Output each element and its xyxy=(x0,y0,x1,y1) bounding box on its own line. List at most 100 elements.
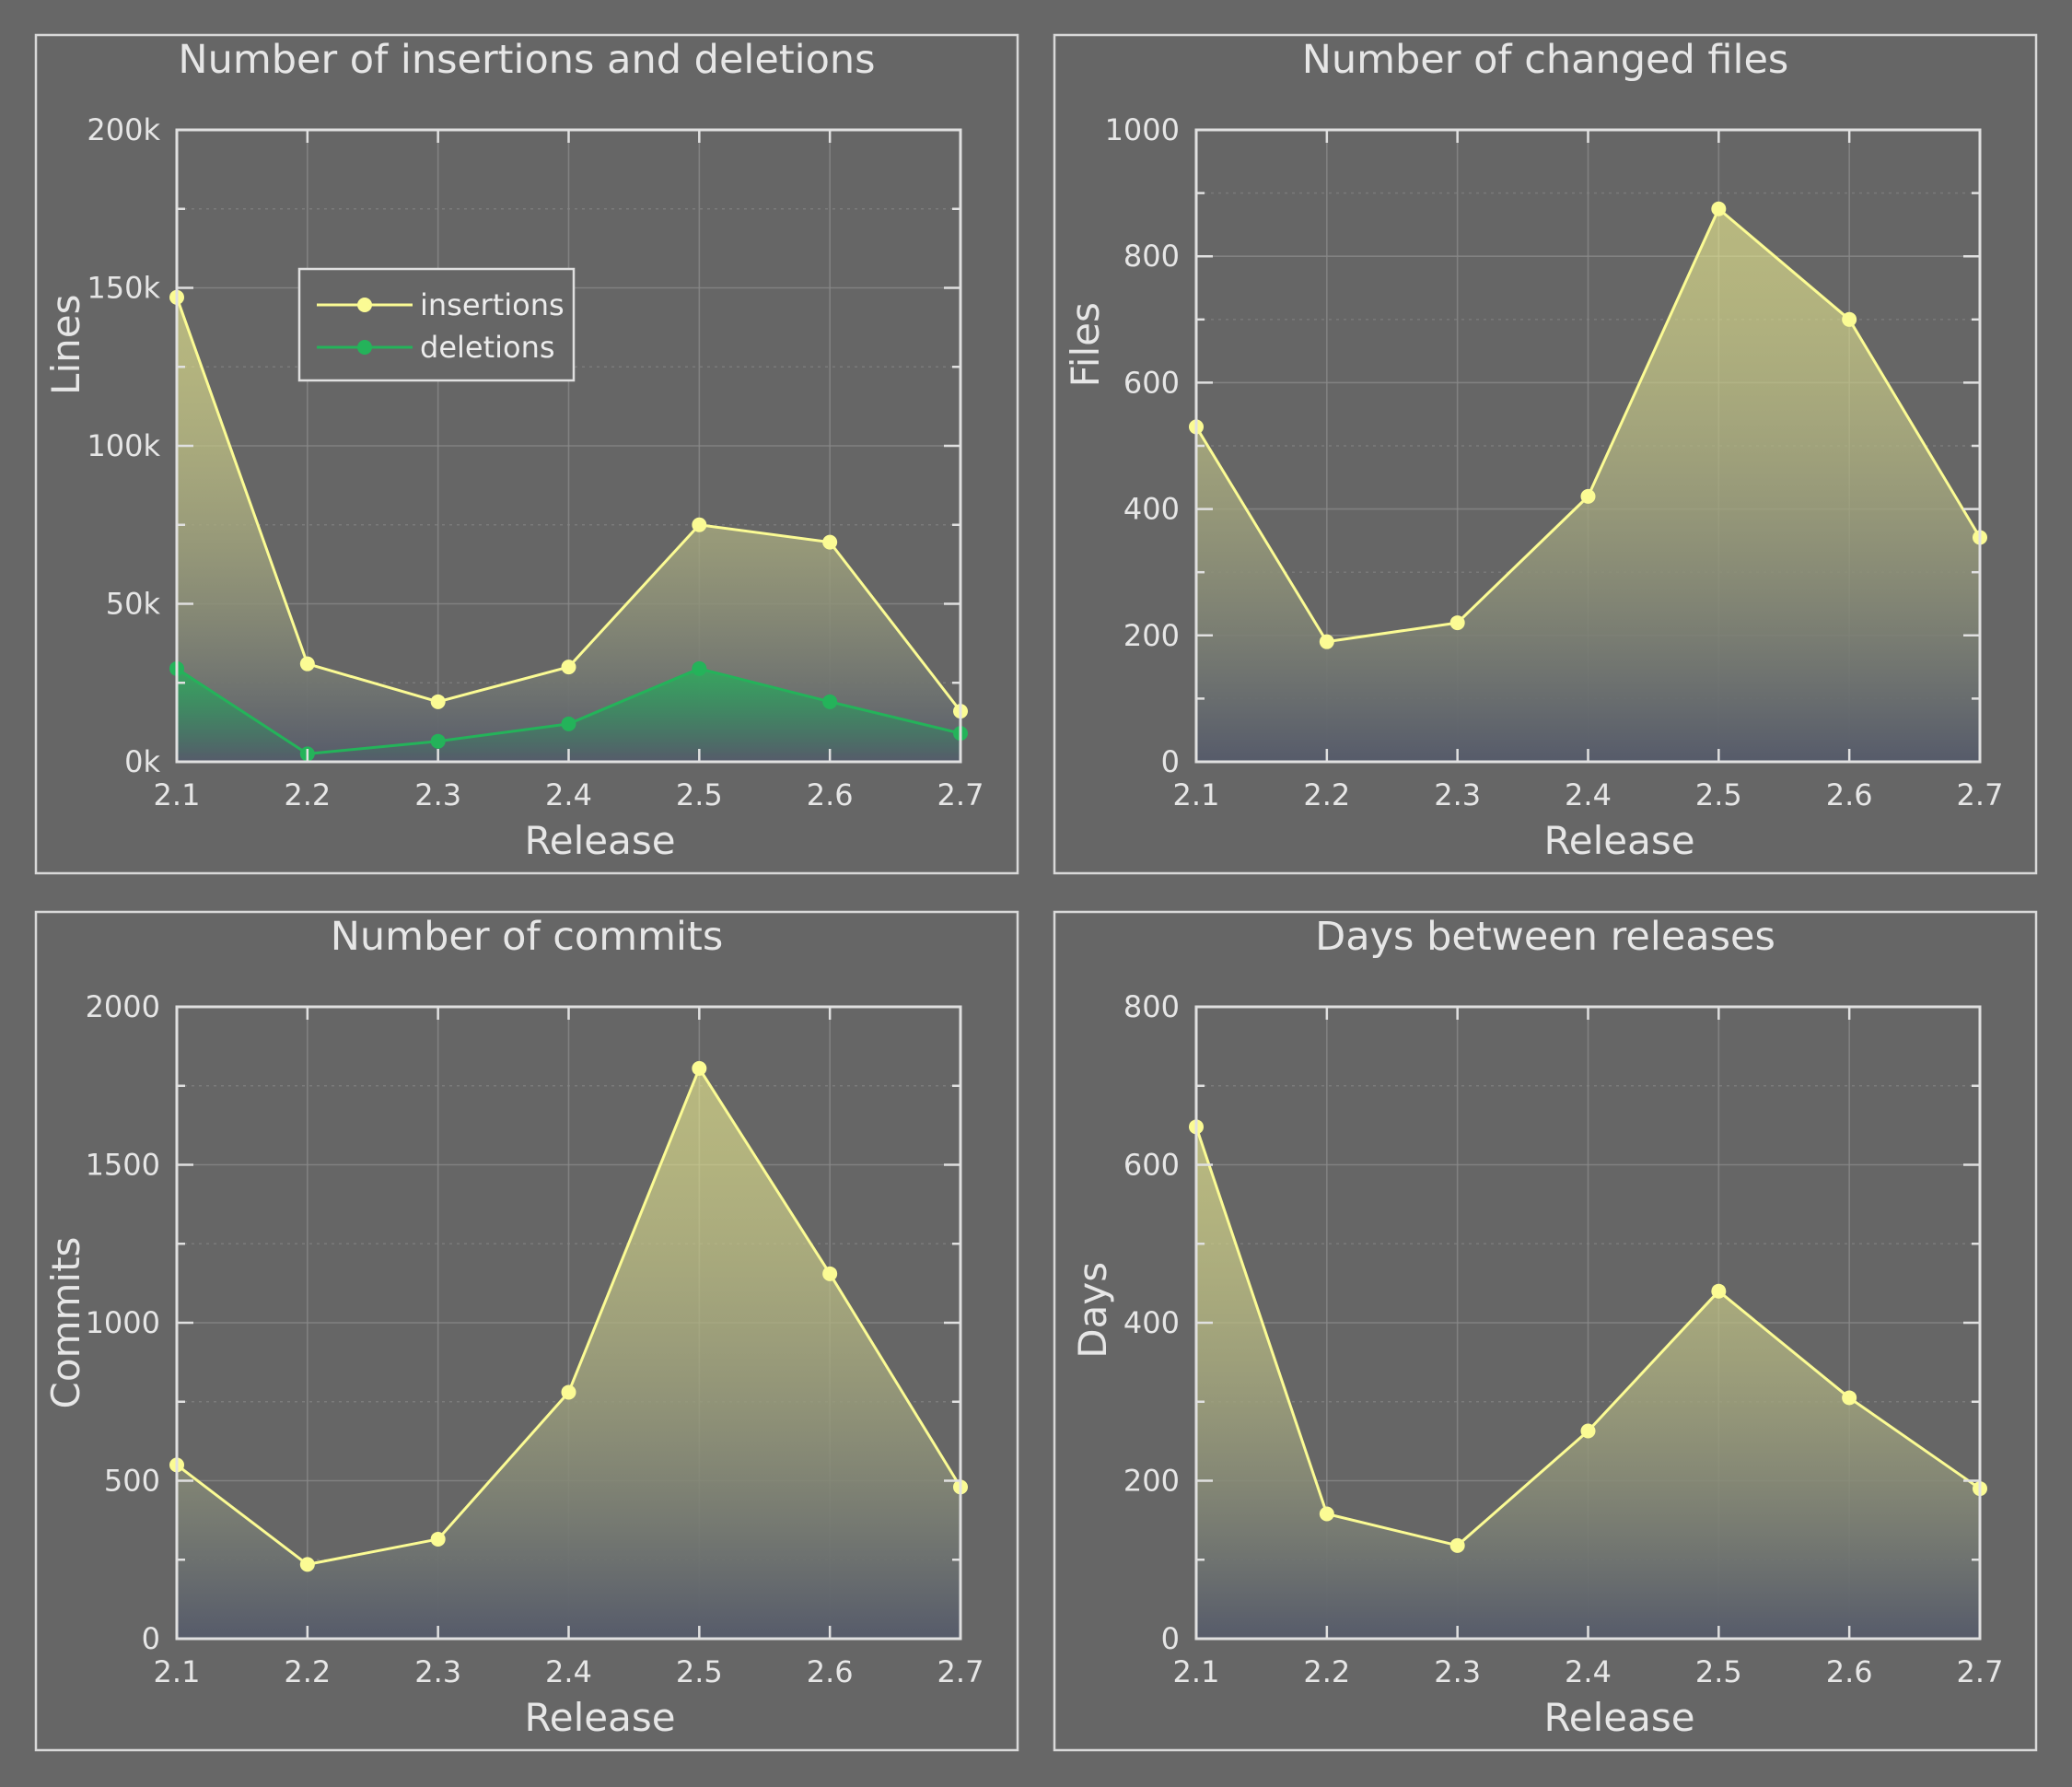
chart-title: Number of changed files xyxy=(1302,37,1789,83)
x-tick-label: 2.2 xyxy=(284,1654,331,1689)
y-tick-label: 800 xyxy=(1123,989,1180,1024)
x-tick-label: 2.7 xyxy=(1957,1654,2004,1689)
x-tick-label: 2.1 xyxy=(1173,777,1220,812)
x-tick-label: 2.1 xyxy=(1173,1654,1220,1689)
y-tick-label: 1000 xyxy=(1105,112,1180,147)
y-tick-label: 100k xyxy=(87,428,160,463)
data-point-days-2.3 xyxy=(1449,1537,1465,1553)
data-point-commits-2.4 xyxy=(561,1384,576,1400)
y-axis-label: Days xyxy=(1070,1262,1115,1359)
y-tick-label: 200k xyxy=(87,112,160,147)
x-tick-label: 2.6 xyxy=(807,777,854,812)
x-axis-label: Release xyxy=(1543,818,1694,863)
y-axis-label: Files xyxy=(1063,302,1108,387)
x-tick-label: 2.7 xyxy=(1957,777,2004,812)
x-tick-label: 2.5 xyxy=(1695,1654,1742,1689)
legend-box xyxy=(297,267,576,382)
legend-marker-deletions xyxy=(357,340,372,355)
chart-panel-4: Days between releases 2.1 2.2 2.3 2.4 2.5 2.6 2… xyxy=(1053,910,2038,1752)
data-point-days-2.2 xyxy=(1319,1506,1334,1522)
data-point-commits-2.6 xyxy=(822,1266,838,1281)
legend-label-deletions: deletions xyxy=(420,330,555,365)
series-area-deletions xyxy=(177,668,960,762)
y-tick-label: 600 xyxy=(1123,365,1180,400)
chart-panel-3: Number of commits 2.1 2.2 2.3 2.4 2.5 2.6 2.7 0 5… xyxy=(34,910,1019,1752)
y-tick-label: 400 xyxy=(1123,1305,1180,1340)
data-point-commits-2.3 xyxy=(430,1531,446,1547)
y-tick-label: 200 xyxy=(1123,1464,1180,1499)
series-area-days xyxy=(1196,1127,1980,1639)
x-tick-label: 2.3 xyxy=(1434,777,1481,812)
x-tick-label: 2.5 xyxy=(1695,777,1742,812)
series-area-files xyxy=(1196,208,1980,762)
y-tick-label: 50k xyxy=(106,587,161,622)
data-point-insertions-2.4 xyxy=(561,660,576,675)
data-point-deletions-2.4 xyxy=(561,716,576,731)
x-tick-label: 2.2 xyxy=(1303,1654,1350,1689)
y-tick-label: 200 xyxy=(1123,618,1180,653)
chart-title: Number of commits xyxy=(331,914,723,960)
x-axis-label: Release xyxy=(524,818,675,863)
x-tick-label: 2.5 xyxy=(676,777,723,812)
x-tick-label: 2.3 xyxy=(414,777,461,812)
y-axis-label: Commits xyxy=(43,1237,88,1409)
data-point-days-2.4 xyxy=(1580,1423,1596,1439)
series-area-commits xyxy=(177,1068,960,1639)
data-point-commits-2.5 xyxy=(692,1060,707,1076)
x-tick-label: 2.5 xyxy=(676,1654,723,1689)
x-tick-label: 2.3 xyxy=(1434,1654,1481,1689)
chart-title: Number of insertions and deletions xyxy=(178,37,875,83)
x-tick-label: 2.4 xyxy=(545,1654,592,1689)
y-tick-label: 800 xyxy=(1123,239,1180,274)
chart-panel-2: Number of changed files 2.1 2.2 2.3 2.4 2.5 2.… xyxy=(1053,33,2038,875)
data-point-insertions-2.5 xyxy=(692,517,707,532)
data-point-insertions-2.2 xyxy=(299,656,315,672)
x-axis-label: Release xyxy=(1543,1695,1694,1740)
x-tick-label: 2.7 xyxy=(937,1654,984,1689)
data-point-days-2.6 xyxy=(1842,1390,1857,1406)
y-tick-label: 500 xyxy=(104,1464,160,1499)
x-tick-label: 2.4 xyxy=(1565,1654,1612,1689)
x-tick-label: 2.3 xyxy=(414,1654,461,1689)
x-tick-label: 2.7 xyxy=(937,777,984,812)
y-tick-label: 0 xyxy=(1161,744,1180,779)
x-tick-label: 2.6 xyxy=(1826,1654,1873,1689)
y-tick-label: 150k xyxy=(87,271,160,306)
legend-marker-insertions xyxy=(357,298,372,312)
data-point-files-2.3 xyxy=(1449,615,1465,631)
x-tick-label: 2.4 xyxy=(1565,777,1612,812)
data-point-deletions-2.6 xyxy=(822,694,838,709)
data-point-commits-2.2 xyxy=(299,1557,315,1572)
legend-label-insertions: insertions xyxy=(420,287,565,322)
data-point-deletions-2.5 xyxy=(692,660,707,676)
chart-title: Days between releases xyxy=(1315,914,1775,960)
chart-panel-1: Number of insertions and deletions 2.1 2.2… xyxy=(34,33,1019,875)
data-point-files-2.2 xyxy=(1319,634,1334,649)
x-tick-label: 2.6 xyxy=(807,1654,854,1689)
x-tick-label: 2.2 xyxy=(1303,777,1350,812)
legend: insertions deletions xyxy=(297,267,576,382)
y-axis-label: Lines xyxy=(43,295,88,395)
x-tick-label: 2.6 xyxy=(1826,777,1873,812)
series-area-insertions xyxy=(177,297,960,762)
y-tick-label: 1500 xyxy=(86,1148,160,1183)
y-tick-label: 0 xyxy=(1161,1621,1180,1656)
y-tick-label: 400 xyxy=(1123,492,1180,527)
y-tick-label: 600 xyxy=(1123,1148,1180,1183)
x-tick-label: 2.2 xyxy=(284,777,331,812)
x-tick-label: 2.1 xyxy=(154,1654,201,1689)
y-tick-label: 0k xyxy=(124,744,160,779)
y-tick-label: 2000 xyxy=(86,989,160,1024)
data-point-days-2.5 xyxy=(1711,1283,1727,1299)
data-point-files-2.4 xyxy=(1580,488,1596,504)
y-tick-label: 1000 xyxy=(86,1305,160,1340)
x-axis-label: Release xyxy=(524,1695,675,1740)
data-point-files-2.6 xyxy=(1842,311,1857,327)
y-tick-label: 0 xyxy=(142,1621,160,1656)
x-tick-label: 2.4 xyxy=(545,777,592,812)
data-point-insertions-2.3 xyxy=(430,694,446,709)
data-point-files-2.5 xyxy=(1711,201,1727,216)
data-point-deletions-2.3 xyxy=(430,733,446,749)
x-tick-label: 2.1 xyxy=(154,777,201,812)
